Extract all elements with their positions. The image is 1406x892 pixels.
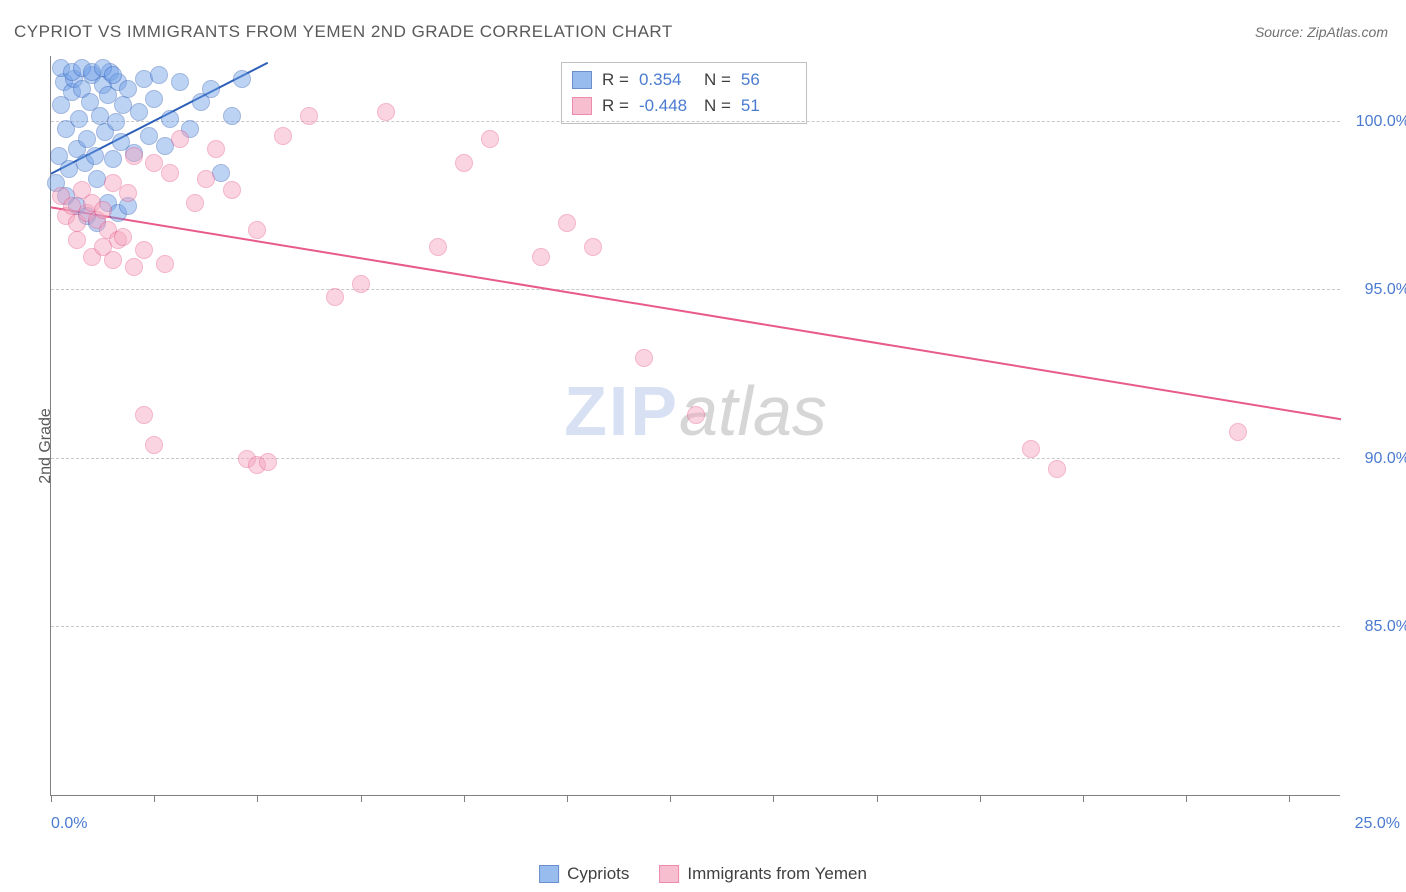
data-point — [687, 406, 705, 424]
x-tick — [773, 795, 774, 802]
legend-swatch — [539, 865, 559, 883]
y-tick-label: 100.0% — [1356, 113, 1406, 131]
bottom-legend-label: Immigrants from Yemen — [687, 864, 867, 884]
bottom-legend-item: Immigrants from Yemen — [659, 864, 867, 884]
series-legend: Cypriots Immigrants from Yemen — [539, 864, 867, 884]
data-point — [223, 107, 241, 125]
data-point — [145, 436, 163, 454]
trend-line — [51, 207, 1341, 419]
data-point — [558, 214, 576, 232]
data-point — [156, 255, 174, 273]
data-point — [171, 130, 189, 148]
x-axis-min-label: 0.0% — [51, 815, 87, 833]
bottom-legend-item: Cypriots — [539, 864, 629, 884]
x-tick — [154, 795, 155, 802]
x-tick — [361, 795, 362, 802]
data-point — [455, 154, 473, 172]
data-point — [130, 103, 148, 121]
data-point — [161, 164, 179, 182]
data-point — [94, 201, 112, 219]
data-point — [135, 406, 153, 424]
data-point — [104, 66, 122, 84]
data-point — [70, 110, 88, 128]
data-point — [68, 231, 86, 249]
data-point — [161, 110, 179, 128]
data-point — [150, 66, 168, 84]
data-point — [223, 181, 241, 199]
data-point — [1048, 460, 1066, 478]
x-tick — [980, 795, 981, 802]
data-point — [300, 107, 318, 125]
data-point — [119, 184, 137, 202]
data-point — [352, 275, 370, 293]
data-point — [274, 127, 292, 145]
data-point — [145, 90, 163, 108]
data-point — [248, 221, 266, 239]
data-point — [212, 164, 230, 182]
data-point — [104, 251, 122, 269]
x-axis-max-label: 25.0% — [1355, 815, 1400, 833]
data-point — [202, 80, 220, 98]
plot-area: ZIPatlas R =0.354N =56R =-0.448N =51 0.0… — [50, 56, 1340, 796]
data-point — [86, 147, 104, 165]
data-point — [114, 228, 132, 246]
data-point — [532, 248, 550, 266]
data-point — [584, 238, 602, 256]
data-point — [207, 140, 225, 158]
x-tick — [1289, 795, 1290, 802]
data-point — [1022, 440, 1040, 458]
y-tick-label: 85.0% — [1365, 618, 1406, 636]
data-point — [186, 194, 204, 212]
x-tick — [464, 795, 465, 802]
chart-title: CYPRIOT VS IMMIGRANTS FROM YEMEN 2ND GRA… — [14, 22, 673, 42]
data-point — [429, 238, 447, 256]
x-tick — [670, 795, 671, 802]
x-tick — [1083, 795, 1084, 802]
source-attribution: Source: ZipAtlas.com — [1255, 24, 1388, 40]
data-point — [377, 103, 395, 121]
data-point — [635, 349, 653, 367]
data-point — [119, 80, 137, 98]
y-tick-label: 95.0% — [1365, 281, 1406, 299]
bottom-legend-label: Cypriots — [567, 864, 629, 884]
data-point — [171, 73, 189, 91]
trend-lines — [51, 56, 1341, 796]
data-point — [259, 453, 277, 471]
data-point — [78, 130, 96, 148]
x-tick — [51, 795, 52, 802]
x-tick — [1186, 795, 1187, 802]
data-point — [197, 170, 215, 188]
data-point — [233, 70, 251, 88]
legend-swatch — [659, 865, 679, 883]
data-point — [107, 113, 125, 131]
data-point — [104, 150, 122, 168]
x-tick — [567, 795, 568, 802]
data-point — [125, 258, 143, 276]
data-point — [125, 147, 143, 165]
y-tick-label: 90.0% — [1365, 450, 1406, 468]
data-point — [1229, 423, 1247, 441]
data-point — [481, 130, 499, 148]
data-point — [135, 241, 153, 259]
x-tick — [877, 795, 878, 802]
data-point — [326, 288, 344, 306]
x-tick — [257, 795, 258, 802]
